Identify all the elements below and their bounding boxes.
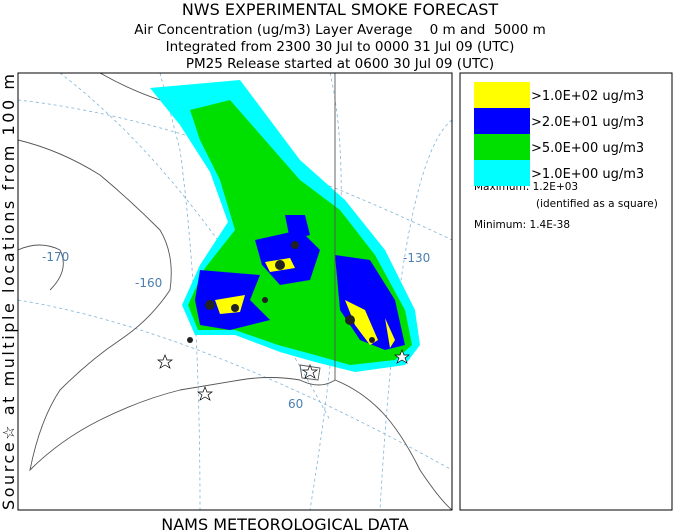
subtitle: Integrated from 2300 30 Jul to 0000 31 J… <box>166 39 515 55</box>
map: -170 -160 -130 60 <box>17 72 453 511</box>
legend-label: >5.0E+00 ug/m3 <box>531 141 644 156</box>
maximum-note: (identified as a square) <box>536 198 658 210</box>
legend-label: >2.0E+01 ug/m3 <box>531 115 644 130</box>
legend-swatch <box>474 82 530 108</box>
minimum: Minimum: 1.4E-38 <box>474 219 570 231</box>
legend-swatch <box>474 134 530 160</box>
title: NWS EXPERIMENTAL SMOKE FORECAST <box>182 0 499 19</box>
legend-swatch <box>474 108 530 134</box>
subtitle: Air Concentration (ug/m3) Layer Average … <box>134 22 546 38</box>
source-stars <box>156 349 411 401</box>
plume-yellow <box>215 258 395 348</box>
legend-label: >1.0E+00 ug/m3 <box>531 167 644 182</box>
legend-swatch <box>474 160 530 186</box>
lon-label: -170 <box>42 250 69 264</box>
lat-label: 60 <box>288 397 303 411</box>
footer: NAMS METEOROLOGICAL DATA <box>161 515 409 532</box>
lon-label: -130 <box>403 251 430 265</box>
subtitle: PM25 Release started at 0600 30 Jul 09 (… <box>186 56 494 72</box>
source-clusters <box>187 241 375 343</box>
source-label: Source☆ at multiple locations from 100 m <box>0 74 18 510</box>
legend-label: >1.0E+02 ug/m3 <box>531 89 644 104</box>
lon-label: -160 <box>135 276 162 290</box>
legend: Maximum: 1.2E+03 (identified as a square… <box>459 72 673 511</box>
